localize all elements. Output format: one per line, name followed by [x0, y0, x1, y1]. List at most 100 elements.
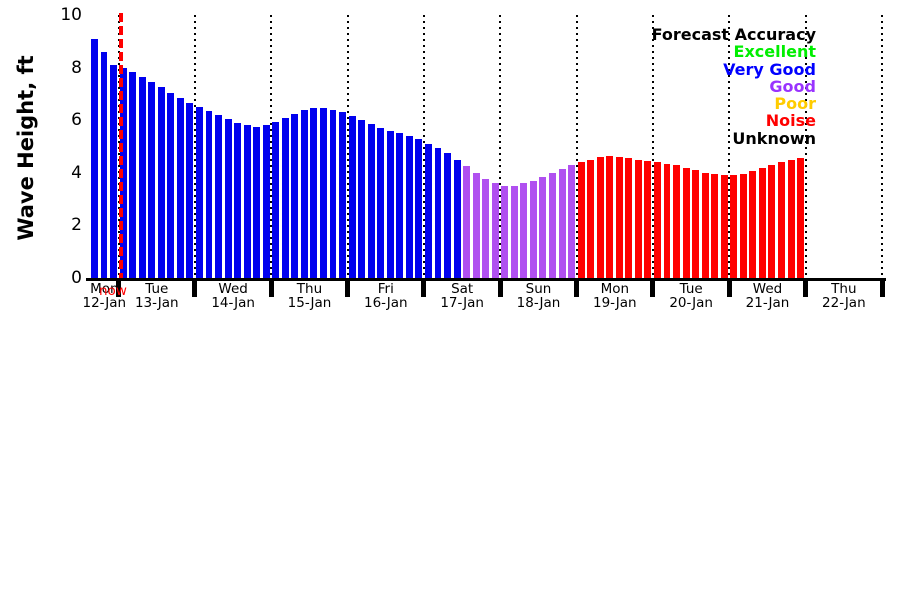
legend-title: Forecast Accuracy [651, 25, 816, 44]
wave-height-bar [673, 164, 680, 278]
legend: Forecast Accuracy Excellent Very Good Good… [652, 26, 816, 147]
wave-height-bar [568, 164, 576, 278]
wave-height-bar [539, 176, 547, 278]
wave-height-bar [491, 183, 499, 278]
wave-height-bar [396, 133, 404, 278]
date-label: 12-Jan [82, 295, 127, 311]
wave-height-bar [424, 143, 432, 278]
day-of-week-label: Wed [218, 281, 248, 297]
wave-height-bar [587, 159, 595, 278]
day-of-week-label: Mon [90, 281, 119, 297]
wave-height-bar [463, 166, 471, 278]
x-axis-day-label: Thu 22-Jan [804, 282, 884, 310]
x-axis-major-tick [726, 281, 732, 297]
wave-height-bar [596, 157, 604, 278]
wave-height-bar [606, 155, 614, 278]
wave-height-bar [320, 108, 327, 278]
date-label: 22-Jan [822, 295, 866, 311]
wave-height-bar [644, 160, 652, 278]
wave-height-bar [405, 135, 413, 278]
day-of-week-label: Thu [831, 281, 857, 297]
wave-height-bar [529, 180, 537, 278]
day-boundary-gridline [499, 15, 502, 278]
date-label: 19-Jan [593, 295, 637, 311]
day-boundary-gridline [804, 15, 807, 278]
wave-height-bar [91, 38, 98, 278]
wave-height-bar [434, 147, 442, 278]
y-axis-tick-label: 2 [71, 215, 82, 236]
wave-height-bar [663, 163, 671, 278]
wave-height-bar [739, 174, 747, 278]
day-boundary-gridline [117, 15, 120, 278]
wave-height-bar [577, 162, 585, 278]
day-boundary-gridline [270, 15, 273, 278]
wave-height-bar [205, 110, 213, 278]
date-label: 21-Jan [745, 295, 790, 311]
date-label: 16-Jan [363, 295, 408, 311]
legend-entry: Very Good [723, 59, 816, 79]
wave-height-bar [711, 174, 719, 278]
wave-height-bar [749, 171, 757, 278]
y-axis-tick-label: 8 [71, 57, 82, 78]
wave-height-bar [415, 138, 423, 278]
wave-height-bar [778, 162, 785, 278]
day-of-week-label: Sat [451, 281, 474, 297]
wave-height-bar [243, 125, 251, 278]
wave-height-bar [549, 172, 556, 278]
date-label: 20-Jan [669, 295, 713, 311]
wave-height-bar [215, 114, 222, 278]
y-axis-title: Wave Height, ft [14, 55, 38, 241]
wave-height-bar [768, 164, 776, 278]
x-axis-major-tick [879, 281, 885, 297]
wave-height-bar [253, 126, 261, 278]
day-boundary-gridline [728, 15, 731, 278]
y-axis-tick-label: 6 [71, 110, 82, 131]
wave-height-bar [129, 71, 137, 278]
day-boundary-gridline [881, 15, 883, 278]
x-axis-major-tick [650, 281, 656, 297]
wave-height-bar [501, 185, 509, 278]
date-label: 14-Jan [211, 295, 255, 311]
wave-height-bar [148, 82, 156, 278]
wave-height-bar [692, 170, 700, 278]
legend-entries: Excellent Very Good Good Poor Noise Unknown [652, 43, 816, 147]
x-axis-major-tick [268, 281, 274, 297]
day-boundary-gridline [346, 15, 349, 278]
x-axis-day-label: Thu 15-Jan [269, 282, 349, 310]
wave-height-bar [329, 109, 337, 278]
x-axis-major-tick [574, 281, 580, 297]
x-axis-day-label: Tue 20-Jan [651, 282, 731, 310]
wave-height-bar [310, 108, 318, 278]
legend-entry: Unknown [732, 128, 816, 148]
x-axis-major-tick [192, 281, 198, 297]
wave-height-bar [100, 51, 108, 278]
wave-height-bar [186, 103, 194, 278]
wave-height-bar [720, 175, 728, 278]
date-label: 18-Jan [516, 295, 561, 311]
x-axis-day-label: Wed 21-Jan [727, 282, 807, 310]
day-boundary-gridline [651, 15, 654, 278]
wave-height-bar [176, 97, 184, 278]
wave-height-bar [520, 183, 528, 278]
legend-entry: Poor [774, 94, 816, 114]
date-label: 17-Jan [440, 295, 484, 311]
day-boundary-gridline [575, 15, 578, 278]
x-axis-major-tick [497, 281, 503, 297]
day-boundary-gridline [422, 15, 425, 278]
x-axis-day-label: Tue 13-Jan [117, 282, 197, 310]
wave-height-bar [157, 87, 165, 278]
x-axis-major-tick [803, 281, 809, 297]
wave-height-bar [110, 64, 118, 278]
x-axis-day-label: Wed 14-Jan [193, 282, 273, 310]
wave-height-bar [358, 120, 366, 278]
wave-height-bar [797, 158, 805, 278]
wave-height-bar [510, 185, 518, 278]
wave-height-bar [634, 159, 642, 278]
day-of-week-label: Wed [752, 281, 783, 297]
wave-height-bar [377, 128, 385, 278]
day-of-week-label: Fri [377, 281, 394, 297]
legend-entry: Excellent [733, 42, 816, 62]
x-axis-major-tick [345, 281, 351, 297]
wave-height-bar [339, 112, 347, 278]
x-axis-line [86, 278, 886, 281]
